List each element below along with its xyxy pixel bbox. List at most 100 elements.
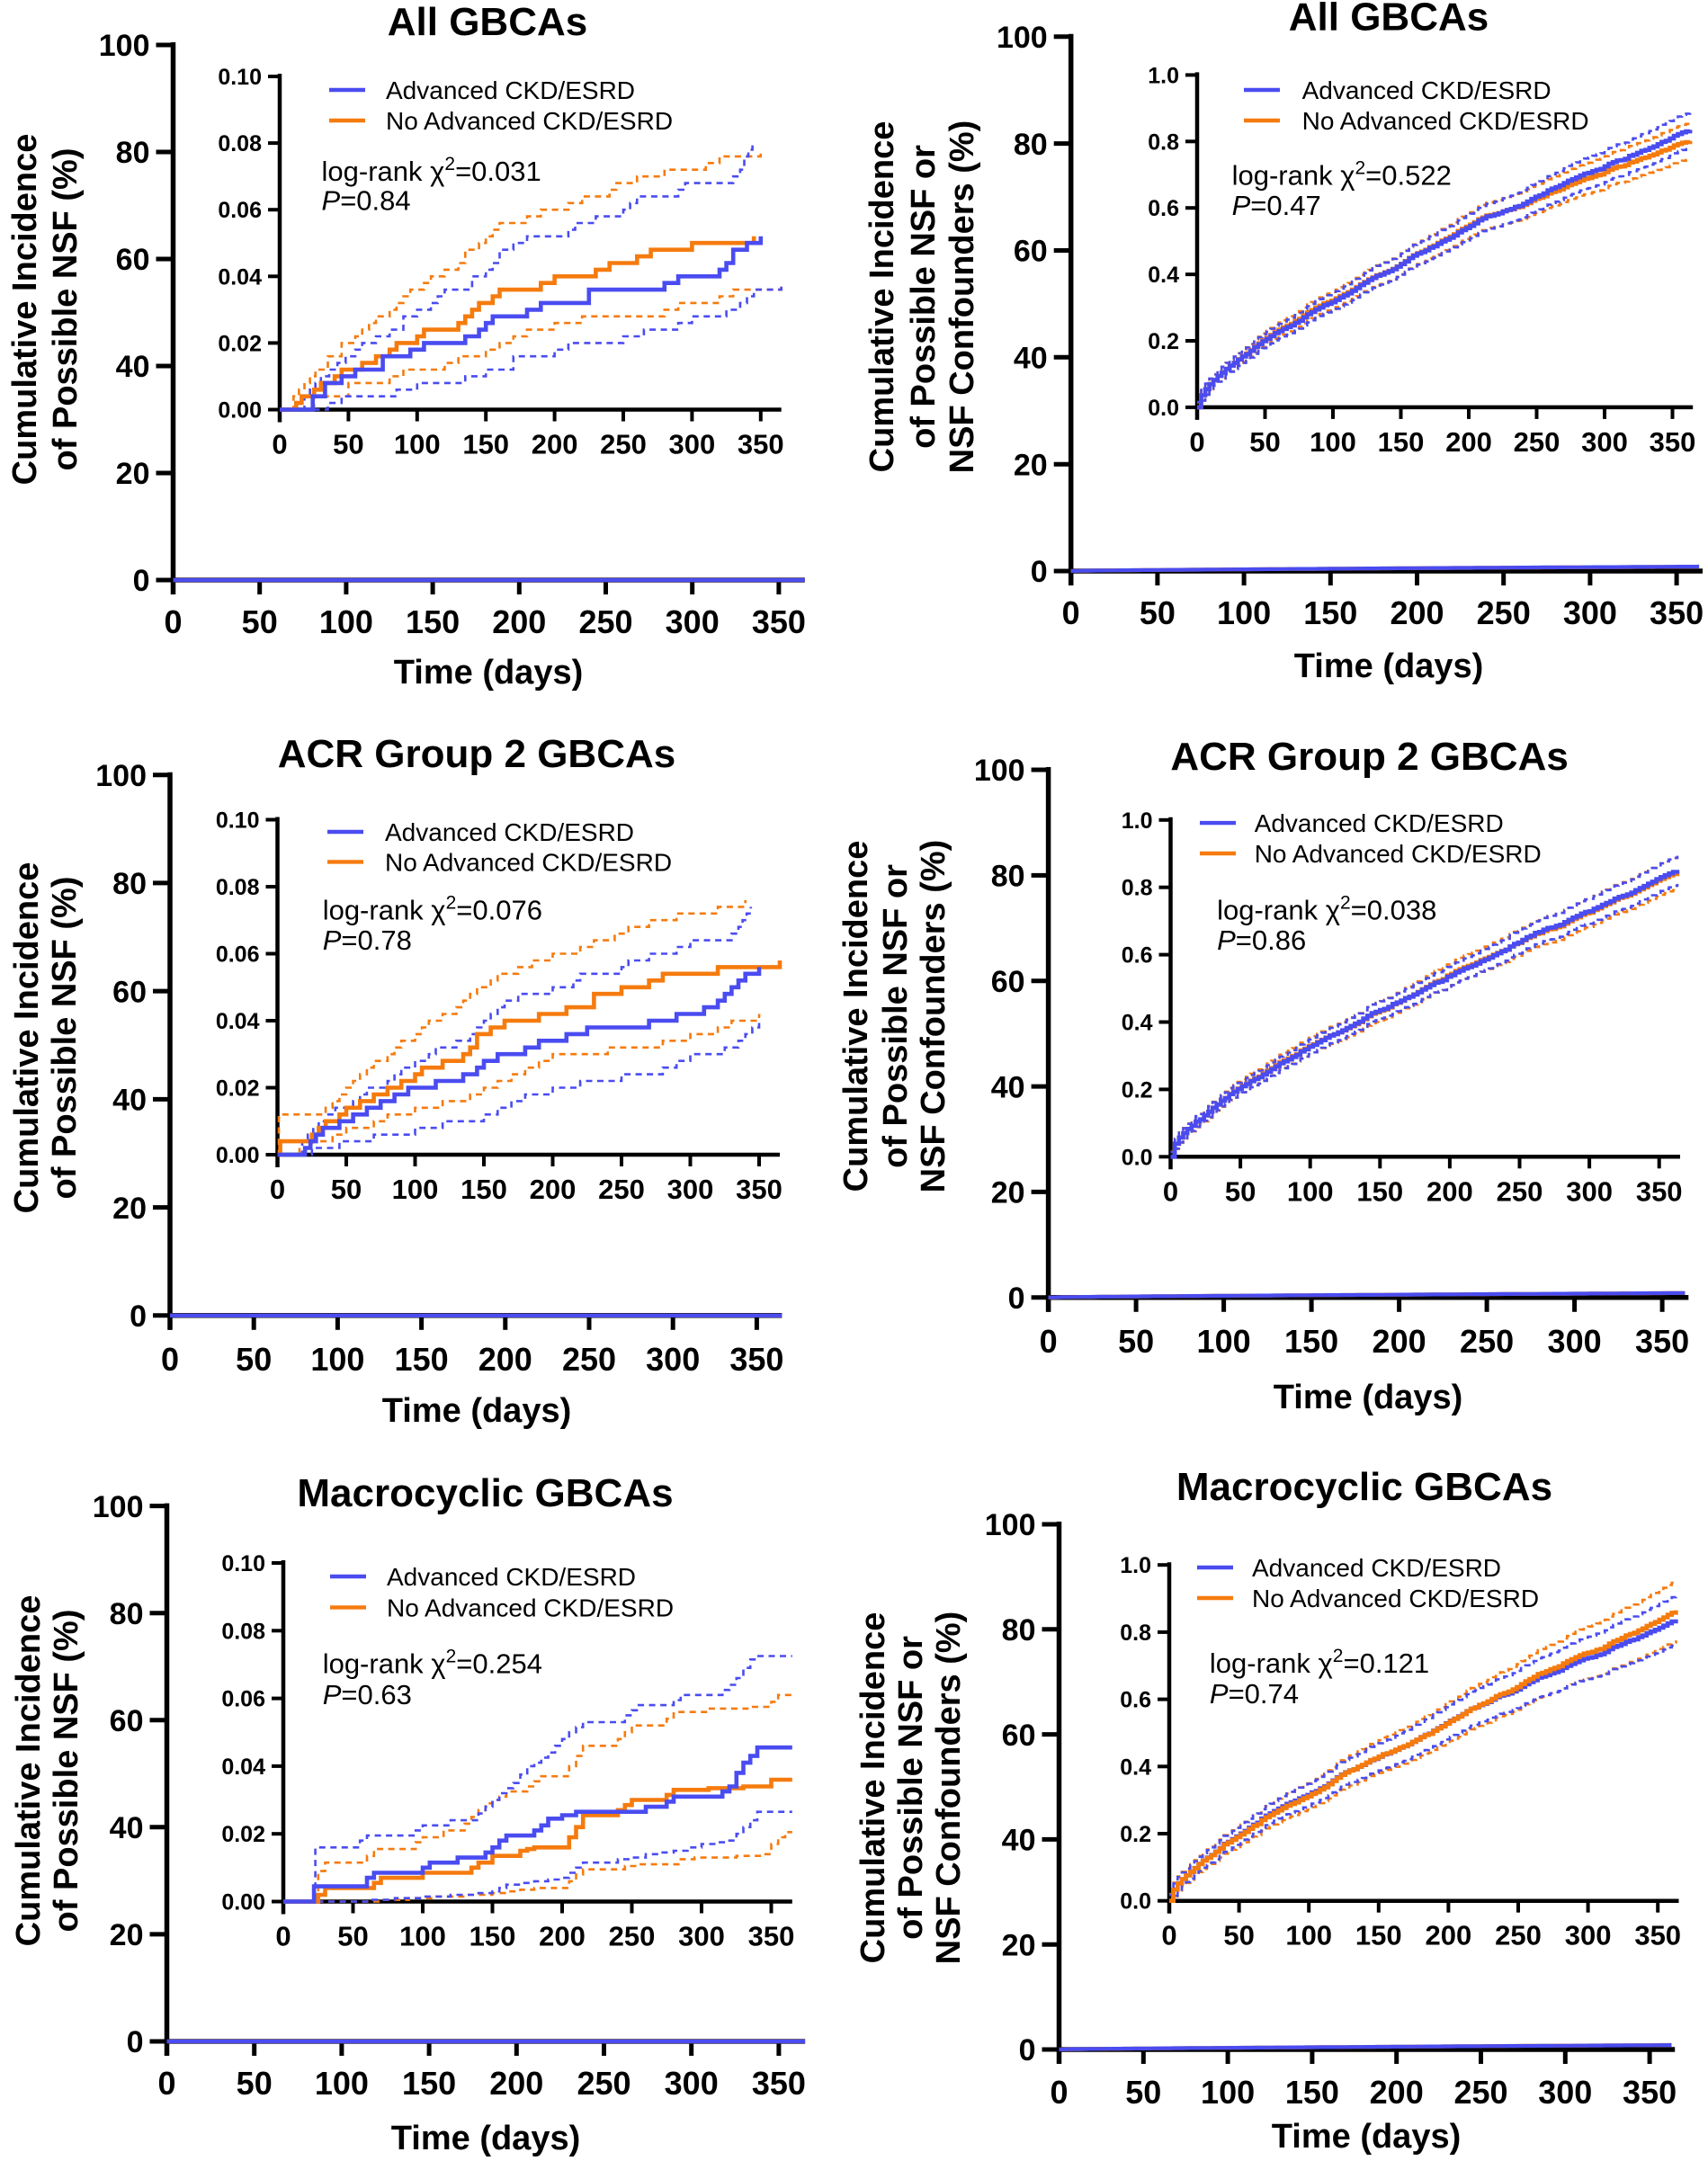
svg-text:350: 350 bbox=[748, 1921, 795, 1952]
svg-text:150: 150 bbox=[402, 2065, 456, 2102]
svg-text:100: 100 bbox=[394, 429, 441, 460]
svg-text:0: 0 bbox=[1050, 2074, 1068, 2111]
svg-text:of Possible NSF (%): of Possible NSF (%) bbox=[46, 877, 84, 1200]
svg-text:1.0: 1.0 bbox=[1120, 1553, 1151, 1578]
svg-text:0: 0 bbox=[157, 2065, 175, 2102]
svg-text:40: 40 bbox=[1002, 1824, 1036, 1858]
svg-text:0.0: 0.0 bbox=[1148, 396, 1179, 421]
svg-text:150: 150 bbox=[1356, 1175, 1403, 1207]
svg-text:60: 60 bbox=[112, 975, 147, 1009]
svg-text:Time (days): Time (days) bbox=[382, 1392, 571, 1430]
svg-text:100: 100 bbox=[315, 2065, 369, 2102]
svg-text:300: 300 bbox=[678, 1921, 725, 1952]
svg-text:100: 100 bbox=[99, 29, 150, 63]
svg-text:1.0: 1.0 bbox=[1148, 63, 1179, 88]
svg-text:Advanced CKD/ESRD: Advanced CKD/ESRD bbox=[386, 76, 635, 104]
svg-text:50: 50 bbox=[333, 429, 363, 460]
svg-text:0: 0 bbox=[275, 1921, 291, 1952]
svg-text:80: 80 bbox=[116, 136, 150, 170]
svg-text:Macrocyclic GBCAs: Macrocyclic GBCAs bbox=[1176, 1465, 1552, 1509]
svg-text:NSF Confounders (%): NSF Confounders (%) bbox=[930, 1612, 968, 1965]
svg-text:200: 200 bbox=[539, 1921, 586, 1952]
svg-text:0.8: 0.8 bbox=[1120, 1621, 1151, 1646]
svg-text:150: 150 bbox=[1303, 594, 1357, 631]
svg-text:ACR Group 2 GBCAs: ACR Group 2 GBCAs bbox=[1170, 735, 1568, 779]
svg-text:200: 200 bbox=[1390, 594, 1444, 631]
svg-text:250: 250 bbox=[600, 429, 647, 460]
svg-text:0.10: 0.10 bbox=[221, 1551, 265, 1576]
svg-text:50: 50 bbox=[242, 603, 278, 640]
svg-text:Time (days): Time (days) bbox=[391, 2120, 580, 2157]
svg-text:0.00: 0.00 bbox=[221, 1890, 265, 1915]
svg-text:100: 100 bbox=[310, 1341, 364, 1378]
svg-text:All GBCAs: All GBCAs bbox=[1289, 0, 1489, 40]
svg-text:0: 0 bbox=[1062, 594, 1080, 631]
svg-text:300: 300 bbox=[1548, 1323, 1602, 1360]
svg-text:0.06: 0.06 bbox=[216, 942, 260, 968]
svg-text:P=0.47: P=0.47 bbox=[1232, 190, 1321, 221]
svg-text:60: 60 bbox=[1014, 235, 1048, 269]
svg-text:250: 250 bbox=[1497, 1175, 1543, 1207]
svg-text:300: 300 bbox=[1563, 594, 1617, 631]
svg-text:0: 0 bbox=[1040, 1323, 1058, 1360]
svg-text:40: 40 bbox=[1014, 342, 1048, 376]
svg-text:0.06: 0.06 bbox=[221, 1687, 265, 1712]
svg-text:Cumulative Incidence: Cumulative Incidence bbox=[8, 862, 46, 1214]
svg-text:50: 50 bbox=[337, 1921, 368, 1952]
svg-text:0.02: 0.02 bbox=[218, 331, 262, 356]
svg-text:100: 100 bbox=[1285, 1920, 1332, 1951]
svg-text:Advanced CKD/ESRD: Advanced CKD/ESRD bbox=[1302, 76, 1552, 104]
svg-text:of Possible NSF (%): of Possible NSF (%) bbox=[47, 148, 85, 471]
svg-text:40: 40 bbox=[991, 1070, 1025, 1104]
svg-text:40: 40 bbox=[112, 1084, 147, 1118]
svg-text:0.6: 0.6 bbox=[1148, 196, 1179, 221]
svg-text:0.2: 0.2 bbox=[1120, 1822, 1151, 1847]
svg-text:Cumulative Incidence: Cumulative Incidence bbox=[863, 121, 901, 473]
svg-text:150: 150 bbox=[1378, 426, 1425, 458]
svg-text:0.08: 0.08 bbox=[221, 1619, 265, 1644]
svg-text:0.02: 0.02 bbox=[221, 1822, 265, 1847]
svg-text:350: 350 bbox=[752, 603, 806, 640]
svg-text:350: 350 bbox=[752, 2065, 806, 2102]
svg-text:200: 200 bbox=[532, 429, 578, 460]
svg-text:Advanced CKD/ESRD: Advanced CKD/ESRD bbox=[1252, 1554, 1501, 1582]
svg-text:50: 50 bbox=[1118, 1323, 1154, 1360]
svg-text:60: 60 bbox=[110, 1704, 144, 1738]
svg-text:250: 250 bbox=[562, 1341, 616, 1378]
svg-text:P=0.84: P=0.84 bbox=[322, 185, 411, 217]
svg-text:No Advanced CKD/ESRD: No Advanced CKD/ESRD bbox=[385, 848, 672, 876]
svg-text:300: 300 bbox=[666, 603, 720, 640]
svg-text:300: 300 bbox=[1565, 1920, 1612, 1951]
svg-text:350: 350 bbox=[1634, 1920, 1681, 1951]
svg-text:200: 200 bbox=[492, 603, 546, 640]
svg-text:Time (days): Time (days) bbox=[394, 654, 583, 692]
svg-text:350: 350 bbox=[1623, 2074, 1677, 2111]
svg-text:No Advanced CKD/ESRD: No Advanced CKD/ESRD bbox=[386, 107, 673, 135]
svg-text:0: 0 bbox=[1019, 2033, 1036, 2067]
svg-text:300: 300 bbox=[1566, 1175, 1613, 1207]
svg-text:100: 100 bbox=[319, 603, 373, 640]
svg-text:Advanced CKD/ESRD: Advanced CKD/ESRD bbox=[385, 818, 634, 846]
svg-text:100: 100 bbox=[1201, 2074, 1255, 2111]
svg-text:All GBCAs: All GBCAs bbox=[388, 0, 587, 44]
svg-text:Cumulative Incidence: Cumulative Incidence bbox=[10, 1595, 48, 1947]
svg-text:No Advanced CKD/ESRD: No Advanced CKD/ESRD bbox=[387, 1594, 674, 1621]
svg-text:P=0.78: P=0.78 bbox=[323, 924, 412, 956]
svg-text:log-rank χ2=0.121: log-rank χ2=0.121 bbox=[1210, 1646, 1429, 1679]
svg-text:50: 50 bbox=[1225, 1175, 1256, 1207]
svg-text:0: 0 bbox=[127, 2025, 144, 2059]
svg-text:0.00: 0.00 bbox=[216, 1143, 260, 1168]
svg-text:0.2: 0.2 bbox=[1122, 1077, 1153, 1103]
svg-text:100: 100 bbox=[985, 1508, 1036, 1542]
svg-text:P=0.63: P=0.63 bbox=[323, 1679, 412, 1710]
svg-text:200: 200 bbox=[1445, 426, 1492, 458]
svg-text:250: 250 bbox=[1495, 1920, 1542, 1951]
svg-text:50: 50 bbox=[237, 2065, 273, 2102]
svg-text:log-rank χ2=0.031: log-rank χ2=0.031 bbox=[322, 154, 541, 187]
svg-text:of Possible NSF or: of Possible NSF or bbox=[905, 145, 943, 449]
svg-text:0.0: 0.0 bbox=[1122, 1145, 1153, 1170]
svg-text:0.02: 0.02 bbox=[216, 1076, 260, 1102]
svg-text:350: 350 bbox=[1636, 1175, 1683, 1207]
svg-text:of Possible NSF (%): of Possible NSF (%) bbox=[48, 1610, 85, 1933]
svg-text:350: 350 bbox=[729, 1341, 783, 1378]
